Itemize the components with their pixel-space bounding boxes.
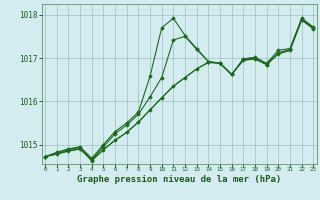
X-axis label: Graphe pression niveau de la mer (hPa): Graphe pression niveau de la mer (hPa) [77,175,281,184]
